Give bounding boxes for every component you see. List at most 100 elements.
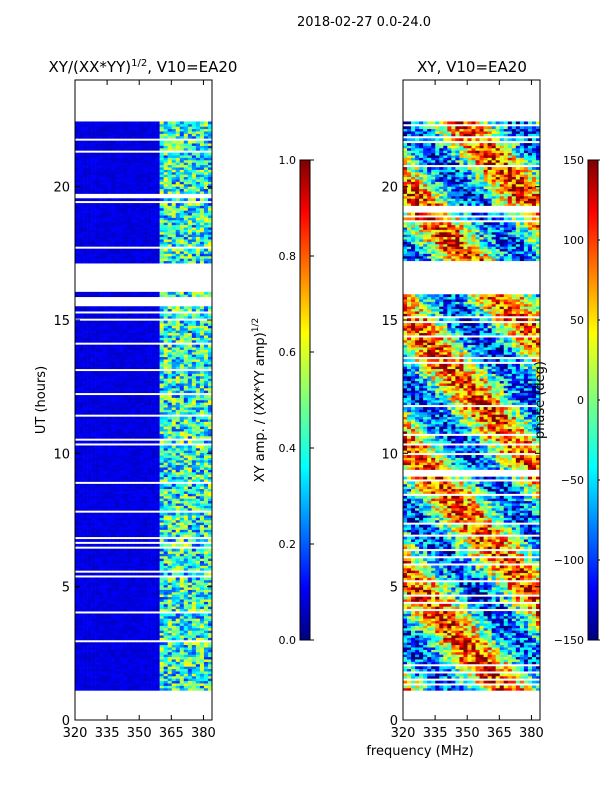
heatmap-cell [87,567,92,571]
heatmap-cell [187,582,193,586]
heatmap-cell [195,551,201,554]
heatmap-cell [155,632,160,636]
heatmap-cell [95,447,100,451]
heatmap-cell [75,474,80,478]
heatmap-cell [79,366,84,370]
heatmap-cell [143,515,148,518]
heatmap-cell [99,378,104,382]
heatmap-cell [163,548,168,552]
heatmap-cell [199,551,205,554]
heatmap-cell [75,503,80,506]
heatmap-cell [127,380,132,384]
heatmap-cell [171,397,177,401]
heatmap-cell [203,666,209,670]
heatmap-cell [75,647,80,650]
heatmap-cell [167,344,173,348]
heatmap-cell [167,642,173,646]
heatmap-cell [171,452,177,456]
heatmap-cell [75,543,80,547]
heatmap-cell [111,529,116,533]
heatmap-cell [131,315,136,319]
heatmap-cell [207,589,213,593]
heatmap-cell [179,380,185,384]
heatmap-cell [79,656,84,660]
heatmap-cell [167,411,173,415]
heatmap-cell [191,383,197,386]
heatmap-cell [139,687,144,691]
heatmap-cell [179,445,185,449]
heatmap-cell [79,354,84,358]
heatmap-cell [163,361,168,365]
heatmap-cell [139,498,144,502]
heatmap-cell [115,378,120,382]
heatmap-cell [159,671,164,674]
heatmap-cell [119,659,124,662]
heatmap-cell [191,337,197,341]
heatmap-cell [115,678,120,682]
heatmap-cell [119,404,124,408]
heatmap-cell [95,563,100,566]
heatmap-cell [167,613,173,617]
heatmap-cell [95,651,100,655]
heatmap-cell [83,555,88,559]
heatmap-cell [207,663,213,667]
heatmap-cell [79,431,84,434]
heatmap-cell [99,531,104,535]
heatmap-cell [91,543,96,547]
heatmap-cell [167,349,173,353]
heatmap-cell [103,555,108,559]
heatmap-cell [163,678,168,682]
heatmap-cell [139,351,144,355]
heatmap-cell [75,644,80,648]
heatmap-cell [91,534,96,538]
heatmap-cell [175,666,181,670]
heatmap-cell [91,635,96,638]
heatmap-cell [159,375,164,379]
heatmap-cell [155,522,160,526]
heatmap-cell [119,666,124,670]
heatmap-cell [203,354,209,358]
heatmap-cell [155,378,160,382]
heatmap-cell [183,589,189,593]
heatmap-cell [103,354,108,358]
heatmap-cell [135,527,140,530]
heatmap-cell [167,553,173,557]
heatmap-cell [203,330,209,334]
heatmap-cell [195,589,201,593]
heatmap-cell [107,666,112,670]
heatmap-cell [95,637,100,641]
heatmap-cell [95,498,100,502]
heatmap-cell [91,529,96,533]
heatmap-cell [207,323,213,326]
heatmap-cell [135,337,140,341]
heatmap-cell [203,361,209,365]
heatmap-cell [163,411,168,415]
heatmap-cell [187,555,193,559]
heatmap-cell [83,435,88,439]
heatmap-cell [91,680,96,684]
heatmap-cell [203,397,209,401]
heatmap-cell [103,680,108,684]
heatmap-cell [163,507,168,511]
heatmap-cell [167,507,173,511]
heatmap-cell [155,661,160,665]
heatmap-cell [135,462,140,466]
heatmap-cell [195,601,201,605]
heatmap-cell [135,591,140,595]
heatmap-cell [131,654,136,658]
heatmap-cell [151,440,156,444]
heatmap-cell [91,373,96,377]
heatmap-cell [151,404,156,408]
heatmap-cell [95,608,100,612]
heatmap-cell [195,572,201,576]
heatmap-cell [187,618,193,622]
heatmap-cell [167,500,173,504]
heatmap-cell [91,457,96,461]
heatmap-cell [163,651,168,655]
heatmap-cell [111,387,116,391]
heatmap-cell [103,560,108,564]
heatmap-cell [159,680,164,684]
heatmap-cell [99,551,104,554]
heatmap-cell [175,572,181,576]
heatmap-cell [187,479,193,482]
